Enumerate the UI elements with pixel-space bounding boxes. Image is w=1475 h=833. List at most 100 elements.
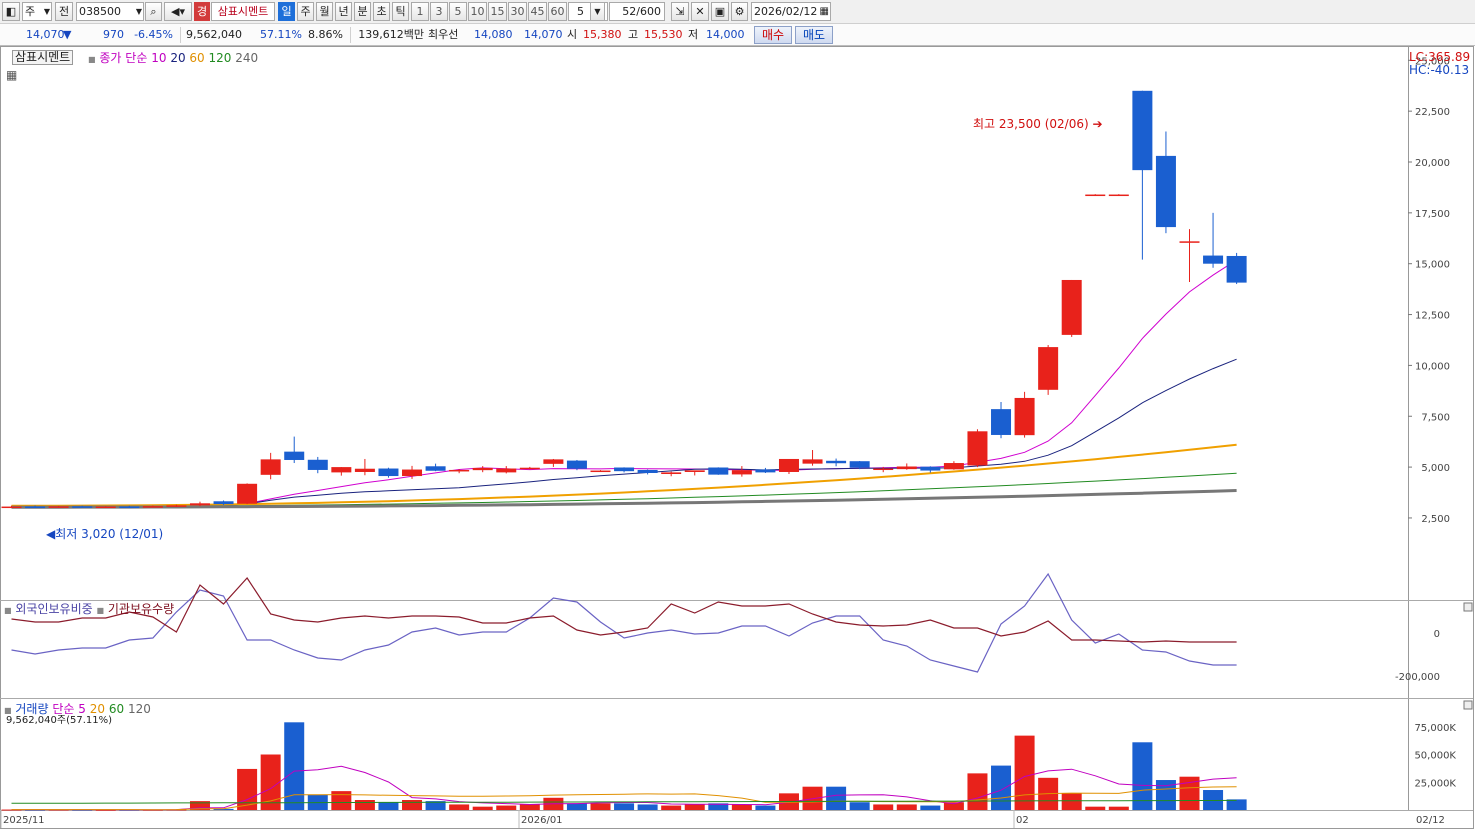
gear-icon[interactable]: ⚙ — [731, 2, 748, 21]
candle-body — [896, 466, 917, 470]
ma-period-240: 240 — [235, 51, 259, 65]
volume-bar — [1085, 806, 1106, 810]
volume-bar — [213, 808, 234, 810]
candle-body — [1038, 347, 1059, 390]
search-icon[interactable]: ⌕ — [145, 2, 162, 21]
crosshair-icon[interactable]: ✕ — [691, 2, 709, 21]
interval-button[interactable]: 30 — [508, 2, 527, 21]
interval-button[interactable]: 5 — [449, 2, 467, 21]
volume-bar — [237, 768, 258, 810]
candle-body — [590, 470, 611, 473]
date-input[interactable]: 2026/02/12 ▦ — [751, 2, 831, 21]
market-select[interactable]: 주 ▼ — [22, 2, 52, 21]
market-type: 주 — [25, 5, 36, 18]
pane-max-icon — [1463, 602, 1473, 612]
chart-area[interactable]: 25,000 22,500 20,000 17,500 15,000 12,500 10,0… — [0, 46, 1475, 830]
period-button[interactable]: 주 — [297, 2, 314, 21]
chevron-down-icon[interactable]: ▼ — [590, 2, 605, 21]
candle-body — [1203, 255, 1224, 264]
buy-button[interactable]: 매수 — [754, 26, 792, 44]
save-icon[interactable]: ▣ — [711, 2, 729, 21]
volume-tick-label: 50,000K — [1414, 751, 1456, 762]
interval-button[interactable]: 10 — [468, 2, 487, 21]
stock-name[interactable]: 삼표시멘트 — [211, 2, 275, 21]
arrow-right-icon: ➔ — [1092, 117, 1103, 131]
volume-bar — [920, 805, 941, 810]
chart-frame — [0, 46, 1474, 829]
volume-bar — [72, 809, 93, 811]
volume-bar — [472, 806, 493, 810]
period-button[interactable]: 일 — [278, 2, 295, 21]
candle-body — [307, 459, 328, 470]
chart-svg: 25,000 22,500 20,000 17,500 15,000 12,500 10,0… — [0, 46, 1474, 829]
volume-ratio: 57.11% — [260, 28, 302, 41]
period-button[interactable]: 틱 — [392, 2, 409, 21]
vma20-line — [11, 786, 1237, 811]
volume-bar — [519, 804, 540, 810]
interval-value: 5 — [577, 5, 584, 18]
ma-period-120: 120 — [208, 51, 232, 65]
y-tick-label: 25,000 — [1415, 56, 1450, 67]
quote-bar: 14,070 ▼ 970 -6.45% 9,562,040 57.11% 8.8… — [0, 24, 1475, 46]
prev-button[interactable]: 전 — [55, 2, 73, 21]
sell-button[interactable]: 매도 — [795, 26, 833, 44]
volume-value: 9,562,040 — [186, 28, 242, 41]
pane-max-icon — [1463, 700, 1473, 710]
interval-button[interactable]: 15 — [488, 2, 507, 21]
foreign-holding-label: 외국인보유비중 — [15, 602, 93, 616]
foreign-holding-line — [11, 572, 1237, 673]
period-button[interactable]: 분 — [354, 2, 371, 21]
date-value: 2026/02/12 — [754, 5, 818, 18]
candle-body — [943, 463, 964, 470]
interval-button[interactable]: 60 — [548, 2, 567, 21]
interval-button[interactable]: 1 — [411, 2, 429, 21]
candle-body — [873, 468, 894, 471]
candle-body — [425, 466, 446, 471]
volume-bar — [991, 765, 1012, 810]
interval-button[interactable]: 45 — [528, 2, 547, 21]
cross-arrows-icon[interactable]: ⇲ — [671, 2, 689, 21]
period-button[interactable]: 년 — [335, 2, 352, 21]
candle-body — [543, 459, 564, 464]
period-button[interactable]: 월 — [316, 2, 333, 21]
speaker-icon[interactable]: ◀▾ — [164, 2, 192, 21]
volume-bar — [378, 802, 399, 810]
volume-bar — [284, 722, 305, 810]
layout-icon[interactable]: ◧ — [2, 2, 20, 21]
ma240-line — [11, 489, 1237, 509]
volume-tick-label: 75,000K — [1414, 723, 1456, 734]
down-arrow-icon: ▼ — [63, 28, 72, 41]
candle-body — [166, 505, 187, 507]
candle-body — [1132, 90, 1153, 171]
high-label: 고 — [628, 28, 639, 41]
turnover-rate: 8.86% — [308, 28, 343, 41]
candle-body — [967, 431, 988, 466]
volume-bar — [449, 804, 470, 810]
volume-bar — [590, 803, 611, 810]
volume-bar — [849, 802, 870, 810]
candle-body — [637, 469, 658, 473]
arrow-left-icon: ◀ — [46, 527, 56, 541]
divider — [180, 27, 181, 43]
period-button[interactable]: 초 — [373, 2, 390, 21]
candle-body — [449, 469, 470, 472]
y-tick-label: 17,500 — [1415, 209, 1450, 220]
candle-body — [684, 470, 705, 472]
candle-body — [260, 459, 281, 475]
x-tick-label: 02 — [1016, 815, 1029, 826]
candle-body — [991, 409, 1012, 435]
interval-button[interactable]: 3 — [430, 2, 448, 21]
candle-body — [331, 467, 352, 473]
candle-body — [755, 469, 776, 473]
ma60-line — [11, 443, 1237, 507]
volume-ma-label: 단순 — [52, 702, 75, 716]
ma-period-10: 10 — [151, 51, 167, 65]
change-percent: -6.45% — [134, 28, 173, 41]
candle-body — [1061, 279, 1082, 335]
grid-icon[interactable]: ▦ — [6, 68, 18, 82]
low-price: 14,000 — [706, 28, 745, 41]
candle-body — [1, 506, 22, 509]
count-input[interactable]: 52/600 — [609, 2, 665, 21]
stock-code-input[interactable]: 038500 ▼ — [76, 2, 144, 21]
